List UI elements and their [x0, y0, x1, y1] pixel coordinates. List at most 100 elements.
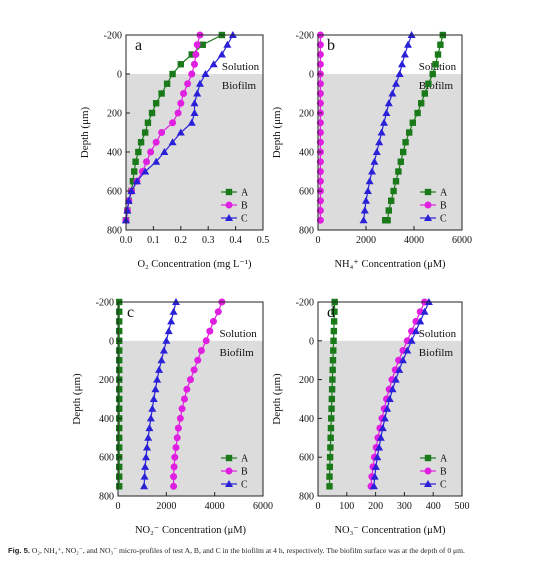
- panel-c-ytick-label: -200: [96, 298, 114, 309]
- panel-c-series-A-point: [116, 444, 123, 451]
- panel-b-ytick-label: -200: [296, 31, 314, 42]
- panel-a-series-A-point: [144, 119, 152, 126]
- panel-a-legend-label-A: A: [241, 188, 249, 199]
- panel-b-series-C-point: [380, 118, 388, 126]
- panel-b-series-A-point: [382, 217, 389, 224]
- panel-a-legend-label-C: C: [241, 214, 248, 225]
- panel-a-series-A-point: [131, 168, 138, 175]
- panel-d-series-C-point: [375, 443, 384, 451]
- panel-a-series-B-point: [169, 119, 177, 127]
- panel-d-xtick-label: 400: [426, 501, 441, 512]
- panel-b-xtick-label: 2000: [356, 235, 376, 246]
- panel-b-series-C-point: [392, 79, 400, 87]
- panel-a-xtick-label: 0.4: [229, 235, 242, 246]
- panel-b-legend-marker-C: [424, 214, 432, 221]
- panel-a-ytick-label: 800: [107, 226, 122, 237]
- panel-c-series-A-point: [116, 473, 123, 480]
- panel-b-series-A-point: [425, 80, 432, 87]
- panel-d-legend-marker-B: [424, 467, 432, 475]
- panel-d-series-A-point: [329, 376, 336, 383]
- panel-b-series-A-point: [392, 178, 400, 185]
- panel-c-solution-label: Solution: [220, 328, 258, 340]
- panel-c-series-B-point: [174, 424, 182, 432]
- panel-d-ytick-label: -200: [296, 298, 314, 309]
- panel-b-series-B-point: [316, 90, 324, 97]
- panel-a-series-C-point: [124, 196, 133, 204]
- panel-a-xtick-label: 0.1: [147, 235, 160, 246]
- panel-d-ytick-label: 800: [299, 492, 314, 503]
- panel-b-series-C-point: [370, 157, 379, 165]
- panel-d-series-A-point: [326, 463, 334, 471]
- panel-b-series-C-point: [375, 138, 384, 146]
- panel-c-series-B-point: [180, 395, 188, 403]
- panel-d-legend-marker-A: [424, 454, 432, 462]
- panel-a-series-C-point: [187, 118, 196, 126]
- panel-d-series-A-point: [327, 444, 334, 451]
- panel-a-series-C-point: [223, 40, 232, 48]
- panel-a-legend-marker-C: [225, 214, 233, 221]
- panel-c-series-B-point: [197, 347, 205, 354]
- panel-c-ytick-label: 200: [99, 375, 114, 386]
- panel-b-series-A-line: [385, 34, 444, 221]
- panel-c-series-B-point: [176, 414, 184, 422]
- panel-c-series-C-point: [159, 346, 168, 354]
- panel-a-legend: ABC: [221, 188, 249, 225]
- panel-c-series-C-point: [164, 327, 173, 335]
- panel-c-biofilm-label: Biofilm: [220, 347, 255, 359]
- panel-a-series-A-point: [137, 139, 145, 146]
- panel-a-series-A-point: [129, 178, 137, 185]
- panel-c-xtick-label: 6000: [253, 501, 273, 512]
- panel-c-series-C-point: [145, 424, 154, 432]
- panel-d-series-A-point: [329, 357, 337, 364]
- panel-d-series-A-point: [328, 415, 335, 422]
- panel-d-series-C-point: [373, 453, 382, 461]
- panel-c-series-A-point: [116, 405, 123, 412]
- panel-a-series-C-point: [201, 70, 210, 77]
- panel-c-series-B-point: [214, 308, 222, 316]
- panel-d-series-A-point: [330, 327, 338, 335]
- panel-a-series-C-point: [217, 50, 226, 58]
- panel-d-ylabel: Depth (μm): [271, 373, 283, 425]
- panel-c-series-C-point: [142, 453, 151, 461]
- panel-c-series-A-point: [116, 463, 123, 471]
- panel-d-series-A-point: [328, 386, 336, 393]
- panel-b-legend-label-C: C: [440, 214, 447, 225]
- panel-c-xtick-label: 4000: [205, 501, 225, 512]
- panel-a-series-C-point: [190, 109, 199, 116]
- panel-b-series-B-point: [316, 129, 324, 136]
- panel-d-series-A-point: [328, 405, 335, 412]
- panel-b-series-B-point: [316, 138, 324, 146]
- panel-d-xtick-label: 500: [455, 501, 470, 512]
- panel-c-series-B-point: [172, 444, 180, 451]
- panel-b-series-A-point: [400, 148, 407, 156]
- panel-a-xtick-label: 0.3: [202, 235, 215, 246]
- panel-c-series-A-point: [116, 395, 123, 403]
- panel-d-legend: ABC: [420, 454, 448, 491]
- panel-b-series-A-point: [390, 187, 397, 195]
- panel-b-biofilm-label: Biofilm: [419, 80, 454, 92]
- panel-d-frame: [317, 301, 463, 497]
- panel-a-xtick-label: 0.0: [120, 235, 133, 246]
- panel-d-xtick-label: 300: [397, 501, 412, 512]
- panel-a-xlabel: O₂ Concentration (mg L⁻¹): [137, 259, 252, 270]
- panel-b-series-A: [382, 31, 446, 224]
- panel-d-series-C-point: [420, 307, 429, 315]
- panel-d-legend-marker-C: [424, 480, 432, 487]
- panel-a-series-B-point: [191, 60, 198, 68]
- panel-b-series-A-point: [397, 158, 404, 165]
- panel-d-ytick-label: 400: [299, 414, 314, 425]
- panel-c-biofilm-zone: [118, 340, 263, 496]
- panel-d-series-C-point: [403, 346, 412, 354]
- panel-d-series-C-point: [411, 327, 420, 335]
- panel-a-series-B-point: [180, 90, 188, 97]
- panel-d-series-C-point: [407, 336, 416, 344]
- panel-d-series-C-point: [395, 365, 404, 373]
- panel-a-xtick-label: 0.2: [175, 235, 188, 246]
- panel-b-series-B-point: [316, 60, 324, 68]
- panel-d-xtick-label: 0: [316, 501, 321, 512]
- panel-c-ytick-label: 0: [109, 336, 114, 347]
- panel-a-series-B-point: [147, 148, 155, 156]
- panel-b-series-C-point: [404, 40, 412, 48]
- panel-b-series-B-point: [316, 207, 324, 214]
- panel-b-series-C-point: [368, 167, 376, 175]
